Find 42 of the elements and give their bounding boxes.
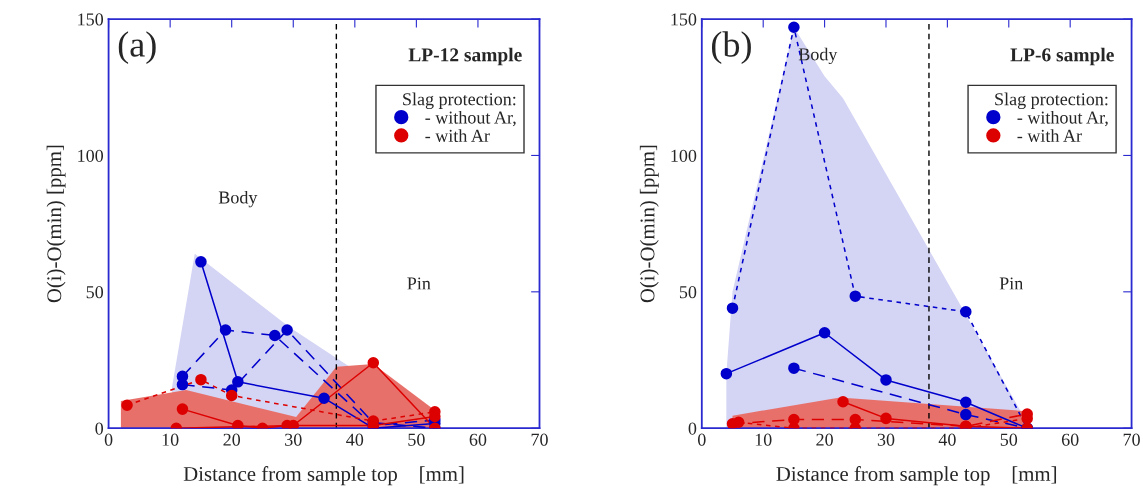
x-tick-label: 20 bbox=[816, 433, 833, 446]
x-tick-label: 50 bbox=[1000, 433, 1018, 446]
x-tick-label: 30 bbox=[285, 433, 302, 446]
x-tick-label: 20 bbox=[223, 433, 241, 446]
x-tick-label: 60 bbox=[469, 433, 487, 446]
chart-title: (b) bbox=[711, 31, 751, 65]
x-axis-title: Distance from sample top [mm] bbox=[183, 466, 464, 486]
y-tick-label: 50 bbox=[679, 286, 697, 299]
x-tick-label: 10 bbox=[755, 433, 772, 446]
legend-title: Slag protection: bbox=[995, 92, 1108, 110]
x-tick-label: 0 bbox=[697, 433, 706, 446]
x-tick-label: 50 bbox=[408, 433, 425, 446]
x-tick-label: 0 bbox=[104, 433, 113, 446]
y-tick-label: 150 bbox=[671, 13, 697, 26]
legend-label: - with Ar bbox=[425, 129, 490, 142]
chart-title: (a) bbox=[118, 31, 156, 65]
legend-label: - with Ar bbox=[1017, 129, 1082, 142]
x-tick-label: 10 bbox=[162, 433, 179, 446]
x-tick-label: 40 bbox=[938, 433, 956, 446]
y-axis-title: O(i)-O(min) [ppm] bbox=[639, 145, 659, 303]
text: LP-12 sample bbox=[408, 47, 522, 66]
y-tick-label: 50 bbox=[86, 286, 104, 299]
annotation: Body bbox=[798, 47, 838, 65]
y-tick-label: 0 bbox=[688, 422, 697, 435]
annotation: Pin bbox=[999, 277, 1023, 290]
y-axis-title: O(i)-O(min) [ppm] bbox=[46, 145, 66, 303]
text: LP-6 sample bbox=[1010, 47, 1114, 66]
legend-label: - without Ar, bbox=[425, 110, 516, 127]
annotation: Pin bbox=[407, 277, 431, 290]
x-tick-label: 70 bbox=[1123, 433, 1140, 446]
x-tick-label: 40 bbox=[346, 433, 364, 446]
legend-title: Slag protection: bbox=[403, 92, 516, 110]
x-tick-label: 60 bbox=[1061, 433, 1079, 446]
x-tick-label: 30 bbox=[877, 433, 895, 446]
x-axis-title: Distance from sample top [mm] bbox=[776, 466, 1057, 486]
legend-label: - without Ar, bbox=[1017, 110, 1108, 127]
annotation: Body bbox=[218, 190, 258, 208]
y-tick-label: 100 bbox=[671, 149, 697, 162]
y-tick-label: 100 bbox=[78, 149, 104, 162]
y-tick-label: 0 bbox=[95, 422, 104, 435]
x-tick-label: 70 bbox=[531, 433, 548, 446]
y-tick-label: 150 bbox=[78, 13, 104, 26]
